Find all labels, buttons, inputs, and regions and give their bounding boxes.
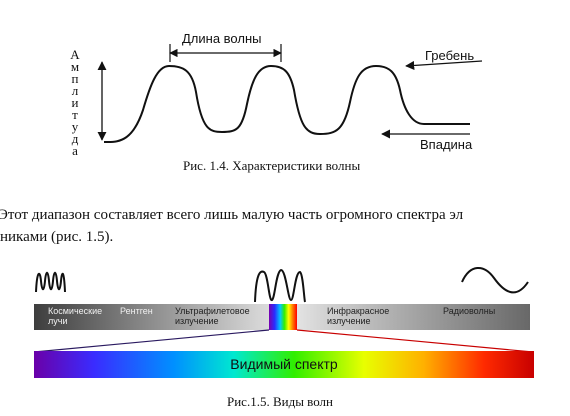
visible-slit [269, 304, 297, 330]
band-label-cosmic: Космические лучи [48, 306, 102, 326]
figure-1-4-caption: Рис. 1.4. Характеристики волны [183, 158, 361, 173]
band-label-line: Ультрафилетовое [175, 306, 250, 316]
band-label-ultraviolet: Ультрафилетовое излучение [175, 306, 250, 326]
amplitude-letter: и [71, 95, 79, 110]
band-label-infrared: Инфракрасное излучение [327, 306, 389, 326]
paragraph-line-2: никами (рис. 1.5). [0, 229, 114, 245]
figure-1-5-caption: Рис.1.5. Виды волн [227, 394, 334, 409]
band-label-line: Радиоволны [443, 306, 496, 316]
long-wave-icon [461, 267, 529, 294]
band-label-line: Рентген [120, 306, 153, 316]
projection-line-right [296, 329, 534, 353]
visible-spectrum-label: Видимый спектр [230, 355, 338, 372]
band-label-line: излучение [327, 316, 371, 326]
wave-curve [104, 64, 470, 143]
amplitude-letter: у [71, 119, 79, 134]
paragraph-line-1: Этот диапазон составляет всего лишь малу… [0, 207, 464, 223]
amplitude-letter: л [71, 83, 79, 98]
amplitude-letter: т [72, 107, 78, 122]
short-wave-icon [35, 271, 66, 293]
wavelength-label: Длина волны [182, 31, 262, 46]
amplitude-letter: м [70, 59, 80, 74]
band-label-line: лучи [48, 316, 68, 326]
amplitude-letter: п [71, 71, 79, 86]
visible-spectrum-bar [34, 351, 534, 378]
amplitude-letter: д [71, 131, 79, 146]
crest-arrow [405, 60, 483, 71]
projection-line-left [33, 329, 270, 353]
medium-wave-icon [254, 268, 306, 303]
trough-label: Впадина [420, 137, 473, 152]
amplitude-letter: А [70, 47, 80, 62]
band-label-radio: Радиоволны [443, 306, 495, 316]
amplitude-letter: а [72, 143, 78, 158]
band-label-line: Инфракрасное [327, 306, 390, 316]
crest-label: Гребень [425, 48, 475, 63]
band-label-line: Космические [48, 306, 103, 316]
band-label-line: излучение [175, 316, 219, 326]
band-label-xray: Рентген [120, 306, 153, 316]
